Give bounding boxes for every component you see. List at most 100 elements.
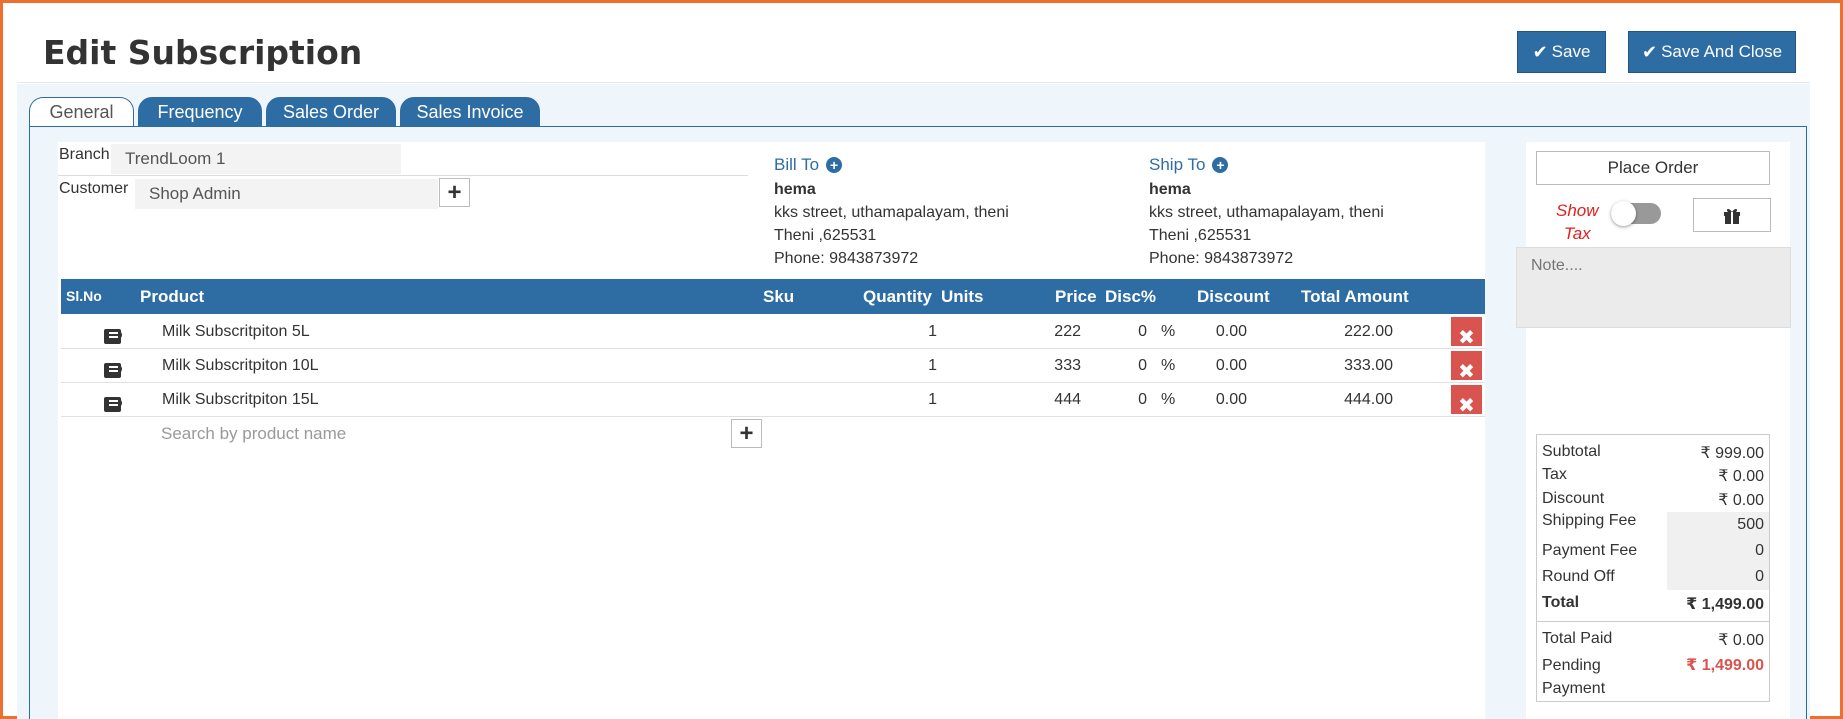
pending-label-1: Pending [1542,657,1601,674]
main-card [58,142,1485,719]
col-slno: Sl.No [66,288,102,304]
tab-general[interactable]: General [29,97,134,127]
ship-to-phone: Phone: 9843873972 [1149,250,1294,267]
pending-payment-label: Pending Payment [1542,654,1605,700]
col-quantity: Quantity [863,287,932,306]
col-discount: Discount [1197,287,1270,306]
show-tax-line-1: Show [1556,201,1599,220]
close-icon: ✖ [1458,395,1475,417]
round-off-label: Round Off [1542,568,1615,585]
check-icon: ✔ [1641,41,1658,62]
subtotal-value: ₹ 999.00 [1700,445,1764,462]
total-paid-value: ₹ 0.00 [1718,632,1764,649]
col-total-amount: Total Amount [1301,287,1409,306]
pending-payment-value: ₹ 1,499.00 [1686,657,1764,674]
close-icon: ✖ [1458,327,1475,349]
bill-to-heading: Bill To + [774,155,843,175]
product-search-input[interactable]: Search by product name [161,424,347,443]
show-tax-toggle[interactable] [1611,201,1661,226]
save-button[interactable]: ✔ Save [1517,31,1606,73]
tax-value: ₹ 0.00 [1718,468,1764,485]
payment-fee-input[interactable]: 0 [1667,538,1769,564]
tax-label: Tax [1542,466,1567,483]
show-tax-label: Show Tax [1556,199,1599,245]
row-price[interactable]: 333 [1054,357,1081,374]
bill-to-city: Theni ,625531 [774,227,877,244]
bill-to-phone: Phone: 9843873972 [774,250,919,267]
tab-frequency[interactable]: Frequency [138,97,262,127]
row-quantity[interactable]: 1 [928,391,937,408]
gift-button[interactable] [1693,198,1771,232]
row-pct: % [1161,323,1176,340]
note-textarea[interactable] [1516,247,1791,328]
table-row: Milk Subscritpiton 5L 1 222 0 % 0.00 222… [61,315,1485,349]
show-tax-line-2: Tax [1563,224,1591,243]
product-table-header: Sl.No Product Sku Quantity Units Price D… [61,279,1485,314]
list-icon[interactable] [104,397,121,412]
bill-to-title: Bill To [774,155,820,174]
row-pct: % [1161,357,1176,374]
row-total: 222.00 [1344,323,1393,340]
row-pct: % [1161,391,1176,408]
totals-panel: Subtotal ₹ 999.00 Tax ₹ 0.00 Discount ₹ … [1536,434,1770,702]
list-icon[interactable] [104,329,121,344]
branch-label: Branch [59,146,110,163]
total-paid-label: Total Paid [1542,630,1613,647]
discount-label: Discount [1542,490,1605,507]
col-product: Product [140,287,205,306]
row-disc[interactable]: 0 [1138,323,1147,340]
row-discount: 0.00 [1215,357,1247,374]
row-disc[interactable]: 0 [1138,357,1147,374]
plus-icon: + [739,419,754,447]
col-disc-pct: Disc% [1105,287,1157,306]
row-discount: 0.00 [1215,391,1247,408]
delete-row-button[interactable]: ✖ [1451,317,1482,349]
row-disc[interactable]: 0 [1138,391,1147,408]
ship-to-street: kks street, uthamapalayam, theni [1149,204,1384,221]
row-price[interactable]: 444 [1054,391,1081,408]
shipping-fee-input[interactable]: 500 [1667,512,1769,538]
round-off-input[interactable]: 0 [1667,564,1769,590]
tab-bar: General Frequency Sales Order Sales Invo… [29,97,540,127]
delete-row-button[interactable]: ✖ [1451,385,1482,417]
row-quantity[interactable]: 1 [928,323,937,340]
subtotal-label: Subtotal [1542,443,1601,460]
page-title: Edit Subscription [43,33,363,72]
page-header: Edit Subscription ✔ Save ✔ Save And Clos… [17,3,1810,83]
bill-to-address: hema kks street, uthamapalayam, theni Th… [774,178,1009,270]
tab-sales-order[interactable]: Sales Order [266,97,396,127]
total-label: Total [1542,594,1580,611]
table-row: Milk Subscritpiton 15L 1 444 0 % 0.00 44… [61,383,1485,417]
pending-label-2: Payment [1542,680,1606,697]
col-units: Units [941,287,984,306]
add-ship-to-icon[interactable]: + [1212,157,1229,173]
check-icon: ✔ [1532,41,1548,62]
customer-field[interactable]: Shop Admin [135,179,438,209]
add-bill-to-icon[interactable]: + [826,157,843,173]
row-price[interactable]: 222 [1054,323,1081,340]
list-icon[interactable] [104,363,121,378]
shipping-fee-label: Shipping Fee [1542,512,1637,529]
add-product-button[interactable]: + [731,419,762,448]
customer-label: Customer [59,180,129,197]
row-product: Milk Subscritpiton 10L [162,357,319,374]
save-and-close-button[interactable]: ✔ Save And Close [1628,31,1796,73]
row-quantity[interactable]: 1 [928,357,937,374]
save-label: Save [1551,42,1591,61]
branch-field[interactable]: TrendLoom 1 [111,144,401,174]
bill-to-street: kks street, uthamapalayam, theni [774,204,1009,221]
ship-to-address: hema kks street, uthamapalayam, theni Th… [1149,178,1384,270]
bill-to-name: hema [774,181,816,198]
place-order-button[interactable]: Place Order [1536,151,1770,185]
payment-fee-label: Payment Fee [1542,542,1638,559]
row-total: 333.00 [1344,357,1393,374]
save-and-close-label: Save And Close [1661,42,1783,61]
row-product: Milk Subscritpiton 15L [162,391,319,408]
discount-value: ₹ 0.00 [1718,492,1764,509]
divider [58,175,748,176]
ship-to-title: Ship To [1149,155,1206,174]
add-customer-button[interactable]: + [439,178,470,207]
col-price: Price [1055,287,1097,306]
tab-sales-invoice[interactable]: Sales Invoice [400,97,540,127]
delete-row-button[interactable]: ✖ [1451,351,1482,383]
